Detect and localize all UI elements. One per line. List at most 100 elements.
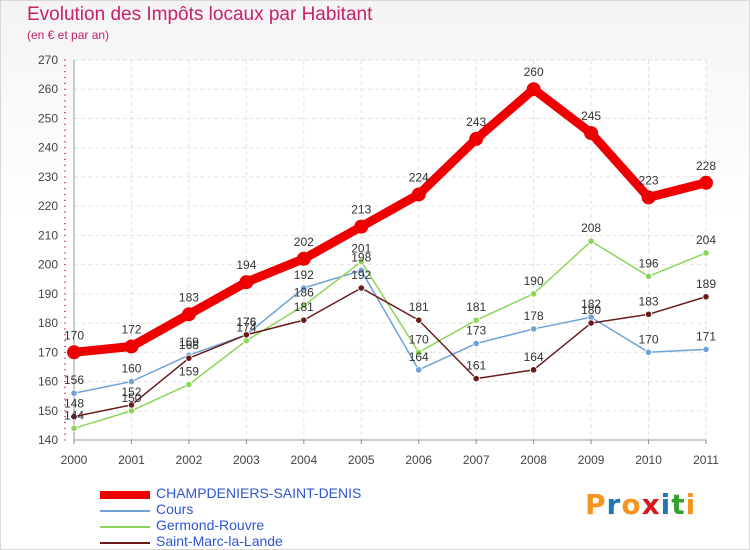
data-label: 171 xyxy=(696,329,716,343)
x-tick-label: 2010 xyxy=(635,453,662,467)
y-tick-label: 240 xyxy=(38,141,58,155)
series-line xyxy=(73,269,707,394)
data-point xyxy=(70,413,78,421)
data-point xyxy=(411,187,426,202)
data-label: 201 xyxy=(351,242,371,256)
data-point xyxy=(239,275,254,290)
data-label: 152 xyxy=(121,385,141,399)
y-tick-label: 250 xyxy=(38,111,58,125)
data-point xyxy=(702,345,710,353)
data-label: 190 xyxy=(524,274,544,288)
data-label: 223 xyxy=(639,173,659,187)
data-label: 150 xyxy=(121,391,141,405)
y-tick-label: 230 xyxy=(38,170,58,184)
data-label: 144 xyxy=(64,408,84,422)
data-label: 174 xyxy=(236,321,256,335)
data-point xyxy=(127,407,136,415)
data-point xyxy=(70,424,78,432)
plot-area xyxy=(74,60,706,440)
data-point xyxy=(124,339,139,354)
logo-letter: x xyxy=(641,488,661,521)
x-tick-label: 2006 xyxy=(405,453,432,467)
y-tick-label: 270 xyxy=(38,53,58,67)
data-point xyxy=(185,380,193,389)
data-point xyxy=(644,272,653,280)
data-label: 160 xyxy=(121,362,141,376)
y-tick-label: 200 xyxy=(38,258,58,272)
data-label: 183 xyxy=(179,290,199,304)
data-label: 164 xyxy=(409,350,429,364)
data-point xyxy=(644,310,653,318)
data-point xyxy=(296,251,311,266)
data-point xyxy=(472,339,480,348)
legend-swatch xyxy=(100,491,150,499)
data-label: 228 xyxy=(696,159,716,173)
x-tick-label: 2011 xyxy=(693,453,719,467)
chart-subtitle: (en € et par an) xyxy=(27,28,110,42)
data-point xyxy=(530,325,538,333)
data-point xyxy=(472,316,480,324)
data-label: 202 xyxy=(294,235,314,249)
data-point xyxy=(357,258,365,266)
data-label: 224 xyxy=(409,170,429,184)
data-point xyxy=(127,401,136,409)
x-tick-label: 2000 xyxy=(61,453,88,467)
data-label: 189 xyxy=(696,277,716,291)
data-point xyxy=(415,348,423,356)
data-label: 156 xyxy=(64,373,84,387)
data-label: 168 xyxy=(179,338,199,352)
data-label: 170 xyxy=(64,328,84,342)
logo-letter: i xyxy=(660,488,672,521)
y-tick-label: 180 xyxy=(38,316,58,330)
data-point xyxy=(587,319,595,327)
data-point xyxy=(702,249,710,257)
legend-swatch xyxy=(100,526,150,528)
series-line xyxy=(73,240,707,430)
x-tick-label: 2001 xyxy=(118,453,145,467)
data-label: 181 xyxy=(409,300,429,314)
logo-letter: P xyxy=(585,488,607,521)
logo-letter: i xyxy=(685,488,697,521)
legend-label: Saint-Marc-la-Lande xyxy=(156,533,283,549)
data-point xyxy=(242,331,250,339)
logo-letter: o xyxy=(621,488,642,521)
chart-title: Evolution des Impôts locaux par Habitant xyxy=(27,4,373,25)
data-point xyxy=(300,301,308,310)
data-label: 181 xyxy=(466,300,486,314)
data-label: 170 xyxy=(639,332,659,346)
data-label: 180 xyxy=(581,303,601,317)
data-label: 176 xyxy=(236,315,256,329)
y-tick-label: 190 xyxy=(38,287,58,301)
legend-label: Germond-Rouvre xyxy=(156,517,265,533)
data-point xyxy=(587,237,595,245)
y-tick-label: 220 xyxy=(38,199,58,213)
data-point xyxy=(357,284,365,292)
data-label: 172 xyxy=(121,322,141,336)
x-tick-label: 2002 xyxy=(176,453,203,467)
legend-swatch xyxy=(100,542,150,544)
data-label: 169 xyxy=(179,335,199,349)
data-label: 260 xyxy=(524,65,544,79)
x-tick-label: 2007 xyxy=(463,453,490,467)
data-label: 181 xyxy=(294,300,314,314)
data-label: 245 xyxy=(581,109,601,123)
data-point xyxy=(702,293,710,301)
y-tick-label: 260 xyxy=(38,82,58,96)
y-tick-label: 210 xyxy=(38,228,58,242)
data-label: 173 xyxy=(466,324,486,338)
data-label: 176 xyxy=(236,315,256,329)
data-label: 204 xyxy=(696,233,716,247)
data-label: 186 xyxy=(294,286,314,300)
data-point xyxy=(584,126,599,141)
data-point xyxy=(526,82,541,97)
legend-swatch xyxy=(100,510,150,512)
data-label: 161 xyxy=(466,359,486,373)
x-tick-label: 2004 xyxy=(290,453,317,467)
data-label: 170 xyxy=(409,332,429,346)
y-tick-label: 150 xyxy=(38,404,58,418)
x-tick-label: 2005 xyxy=(348,453,375,467)
logo-letter: t xyxy=(671,488,686,521)
data-label: 192 xyxy=(294,268,314,282)
data-point xyxy=(185,354,193,362)
